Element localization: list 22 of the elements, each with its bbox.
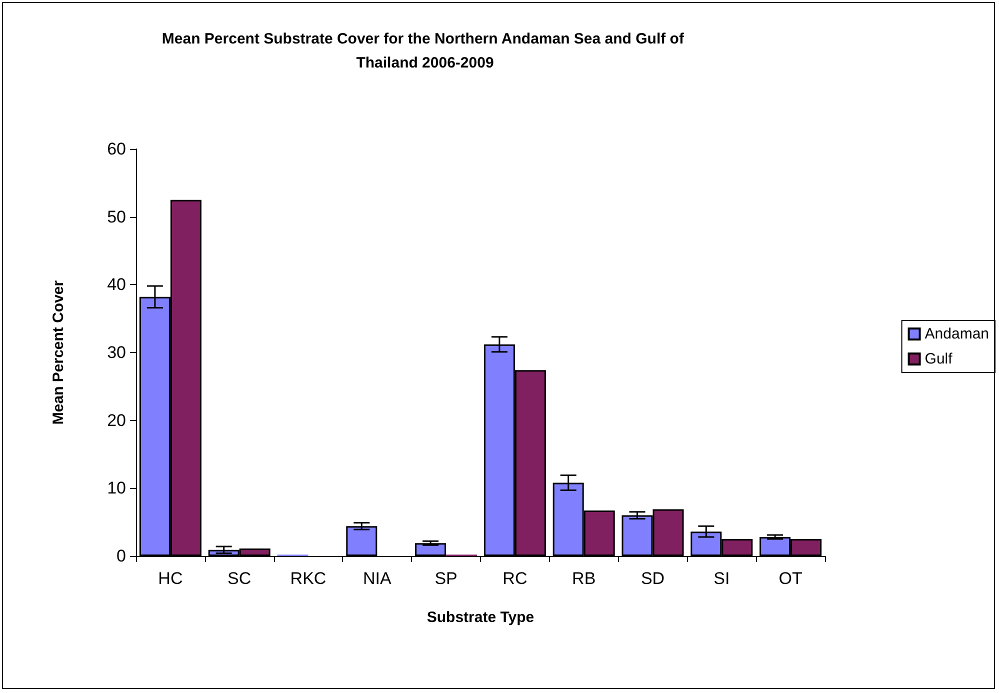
- x-tick-label: RC: [502, 569, 528, 588]
- legend-label: Gulf: [924, 350, 954, 368]
- x-tick-label: SD: [640, 569, 665, 588]
- y-tick-label: 10: [107, 478, 126, 498]
- x-tick-label: RKC: [290, 569, 326, 588]
- y-axis-title: Mean Percent Cover: [50, 280, 67, 425]
- chart-title: Mean Percent Substrate Cover for the Northern Andaman Sea and Gulf of Thailand 2006-2009: [162, 30, 688, 72]
- x-axis-title: Substrate Type: [426, 609, 534, 626]
- y-tick-label: 50: [107, 207, 126, 226]
- x-tick-label: NIA: [362, 569, 392, 588]
- y-tick-label: 20: [107, 410, 126, 430]
- legend-label: Andaman: [924, 326, 990, 342]
- x-tick-label: SI: [714, 569, 730, 588]
- y-tick-label: 40: [107, 275, 126, 294]
- x-tick-label: OT: [778, 569, 802, 588]
- x-tick-label: SP: [434, 569, 458, 588]
- x-tick-label: HC: [158, 569, 183, 588]
- y-tick-label: 30: [107, 343, 126, 362]
- y-tick-label: 60: [107, 140, 126, 158]
- x-tick-label: RB: [572, 569, 596, 588]
- x-tick-label: SC: [228, 569, 252, 588]
- y-tick-label: 0: [116, 546, 126, 566]
